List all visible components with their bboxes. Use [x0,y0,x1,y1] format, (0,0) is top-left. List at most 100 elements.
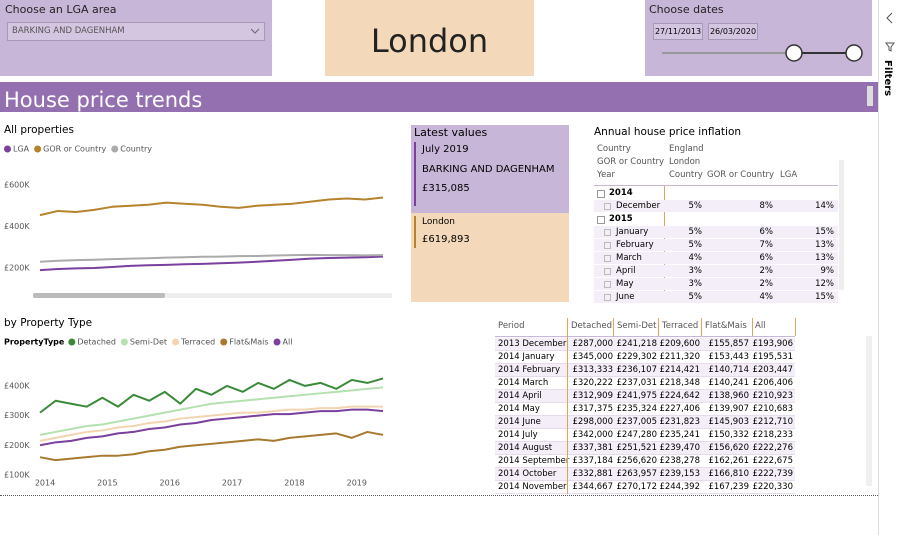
row-label: 2014 October [498,469,557,479]
date-slicer: Choose dates 27/11/2013 26/03/2020 [645,0,872,76]
filter-name: GOR or Country [597,157,665,167]
cell: £313,333 [572,365,613,375]
cell: 5% [688,227,703,237]
x-tick-label: 2017 [222,479,242,488]
x-tick-label: 2019 [347,479,367,488]
legend-swatch [34,145,42,153]
row-bg [495,429,795,442]
cell: 14% [815,201,834,211]
cell: £251,521 [616,443,657,453]
series-line [39,386,384,436]
column-rule [658,318,659,336]
cell: £256,620 [616,456,657,466]
cell: £166,810 [708,469,749,479]
legend-label: All [283,338,293,347]
cell: £263,957 [616,469,657,479]
cell: 13% [815,253,834,263]
cell: £237,031 [616,378,657,388]
start-date[interactable]: 27/11/2013 [653,23,703,40]
cell: 15% [815,227,834,237]
filter-name: Country [597,144,631,154]
row-bg [594,278,838,290]
region-card: London [325,0,534,76]
expand-box [604,242,611,249]
row-label: June [616,292,635,302]
cell: 4% [759,292,774,302]
cell: £156,620 [708,443,749,453]
cell: 15% [815,292,834,302]
cell: £214,421 [659,365,700,375]
date-range-slider[interactable] [645,40,872,66]
scrollbar[interactable] [866,336,872,486]
slicer-label: Choose dates [649,3,724,16]
scroll-thumb[interactable] [33,293,165,298]
row-label: April [616,266,636,276]
cell: 12% [815,279,834,289]
row-bg [594,200,838,212]
series-line [39,405,383,442]
row-bg [495,377,795,390]
dropdown[interactable]: BARKING AND DAGENHAM [7,22,265,41]
row-bg [495,403,795,416]
cell: £167,239 [708,482,749,492]
filters-pane[interactable]: Filters [878,0,900,535]
row-label: 2014 August [498,443,553,453]
legend-swatch [4,145,11,153]
filter-icon [885,42,895,52]
row-bg [495,455,795,468]
cell: 13% [815,240,834,250]
collapse-icon[interactable] [885,12,895,24]
latest-region-card: London £619,893 [411,213,569,302]
end-date[interactable]: 26/03/2020 [708,23,758,40]
row-label: 2014 January [498,352,555,362]
legend-swatch [172,338,180,346]
latest-card: Latest values July 2019 BARKING AND DAGE… [411,125,569,213]
cell: £153,443 [708,352,749,362]
x-tick-label: 2016 [160,479,180,488]
row-bg [495,442,795,455]
column-header: Year [597,170,615,180]
cell: £150,332 [708,430,749,440]
column-header: LGA [780,170,798,180]
cell: £218,348 [659,378,700,388]
legend-label: Terraced [180,338,215,347]
header-rule [594,185,838,186]
column-header: Terraced [662,321,699,331]
cell: £239,470 [659,443,700,453]
cell: £244,392 [659,482,700,492]
collapse-box [597,216,605,224]
cell: £337,381 [572,443,613,453]
scrollbar[interactable] [839,160,844,290]
cell: £218,233 [752,430,793,440]
card-title: Latest values [414,126,488,139]
series-line [39,430,384,462]
column-header: Period [498,321,525,331]
legend-label: Semi-Det [130,338,167,347]
cell: £337,184 [572,456,613,466]
row-label: 2014 July [498,430,538,440]
legend-label: Country [120,145,152,154]
row-label: 2014 November [498,482,567,492]
expand-box [604,268,611,275]
filter-value: England [669,144,704,154]
column-rule [613,318,614,336]
row-label: December [616,201,661,211]
x-tick-label: 2015 [97,479,117,488]
cell: £211,320 [659,352,700,362]
scrollbar[interactable] [867,86,873,106]
cell: 5% [688,240,703,250]
type-table: Period Detached Semi-Det Terraced Flat&Mais A… [495,318,875,494]
cell: £241,975 [616,391,657,401]
column-header: Flat&Mais [705,321,747,331]
latest-region-value: £619,893 [422,234,470,245]
y-tick-label: £300K [4,411,30,420]
legend-swatch [68,338,76,346]
divider [0,495,878,496]
cell: 9% [820,266,835,276]
cell: £237,005 [616,417,657,427]
row-label: 2014 September [498,456,570,466]
cell: £241,218 [616,339,657,349]
legend-swatch [273,338,281,346]
cell: £227,406 [659,404,700,414]
column-header: Semi-Det [617,321,657,331]
